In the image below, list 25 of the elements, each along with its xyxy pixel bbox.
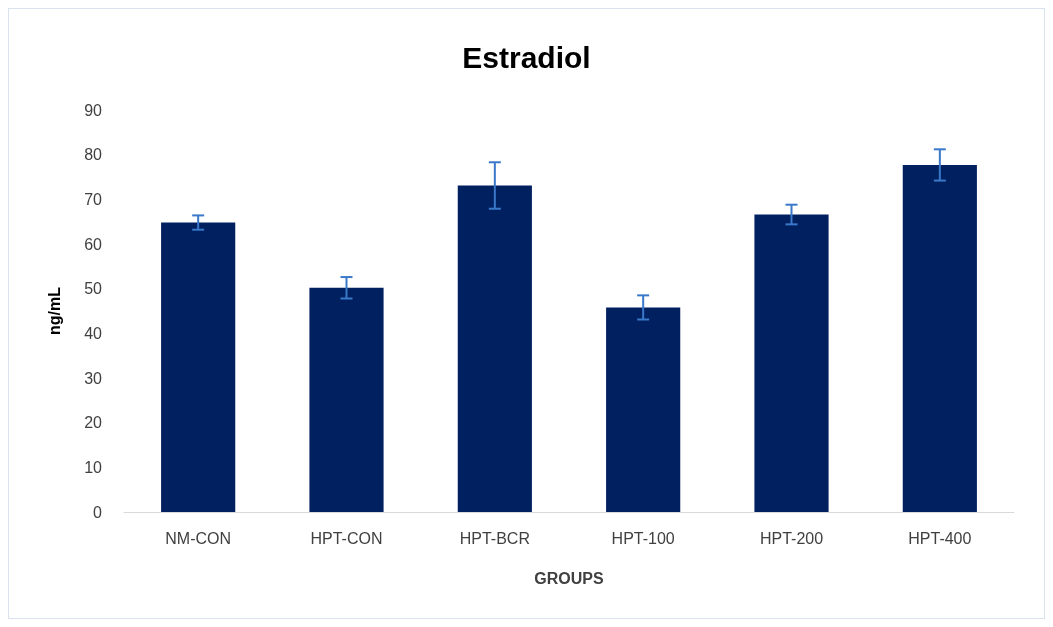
bar — [754, 214, 829, 512]
y-tick-label: 40 — [84, 324, 103, 342]
bar — [309, 287, 384, 512]
bar — [457, 185, 532, 512]
y-axis-title: ng/mL — [45, 286, 63, 335]
y-tick-label: 10 — [84, 458, 103, 476]
y-tick-label: 70 — [84, 190, 103, 208]
y-tick-label: 60 — [84, 235, 103, 253]
x-tick-label: HPT-CON — [310, 529, 383, 547]
y-tick-label: 80 — [84, 146, 103, 164]
x-tick-label: HPT-100 — [611, 529, 675, 547]
x-axis-title: GROUPS — [534, 569, 604, 587]
x-tick-label: HPT-BCR — [459, 529, 530, 547]
y-tick-label: 0 — [93, 503, 103, 521]
y-tick-label: 20 — [84, 414, 103, 432]
bar — [606, 307, 681, 512]
x-tick-label: NM-CON — [165, 529, 232, 547]
y-tick-label: 30 — [84, 369, 103, 387]
bar — [161, 222, 236, 512]
x-tick-label: HPT-200 — [759, 529, 824, 547]
y-tick-label: 90 — [84, 101, 103, 119]
y-tick-label: 50 — [84, 280, 103, 298]
chart-title: Estradiol — [462, 40, 591, 74]
x-tick-label: HPT-400 — [908, 529, 972, 547]
bar — [902, 164, 977, 512]
